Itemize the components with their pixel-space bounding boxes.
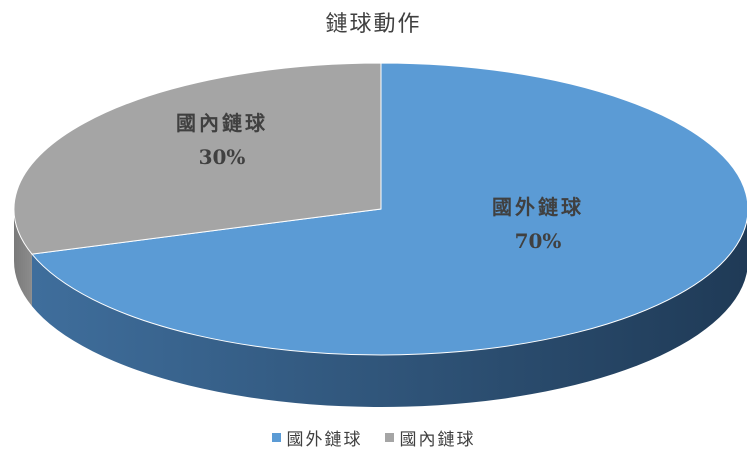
legend-swatch-overseas — [271, 433, 281, 442]
legend-label-overseas: 國外鏈球 — [286, 430, 363, 450]
data-label-domestic-value: 30% — [199, 145, 246, 169]
legend-label-domestic: 國內鏈球 — [399, 430, 476, 450]
legend-item-overseas: 國外鏈球 — [271, 425, 363, 450]
chart-title: 鏈球動作 — [325, 12, 422, 37]
legend: 國外鏈球 國內鏈球 — [0, 425, 747, 450]
legend-item-domestic: 國內鏈球 — [384, 425, 476, 450]
pie-side-overseas — [31, 219, 747, 407]
data-label-domestic-name: 國內鏈球 — [176, 111, 268, 135]
legend-swatch-domestic — [384, 433, 394, 442]
data-label-overseas-value: 70% — [515, 229, 562, 253]
data-label-overseas-name: 國外鏈球 — [492, 195, 584, 219]
pie-slice-overseas — [31, 62, 747, 356]
pie-slice-domestic — [13, 62, 382, 255]
